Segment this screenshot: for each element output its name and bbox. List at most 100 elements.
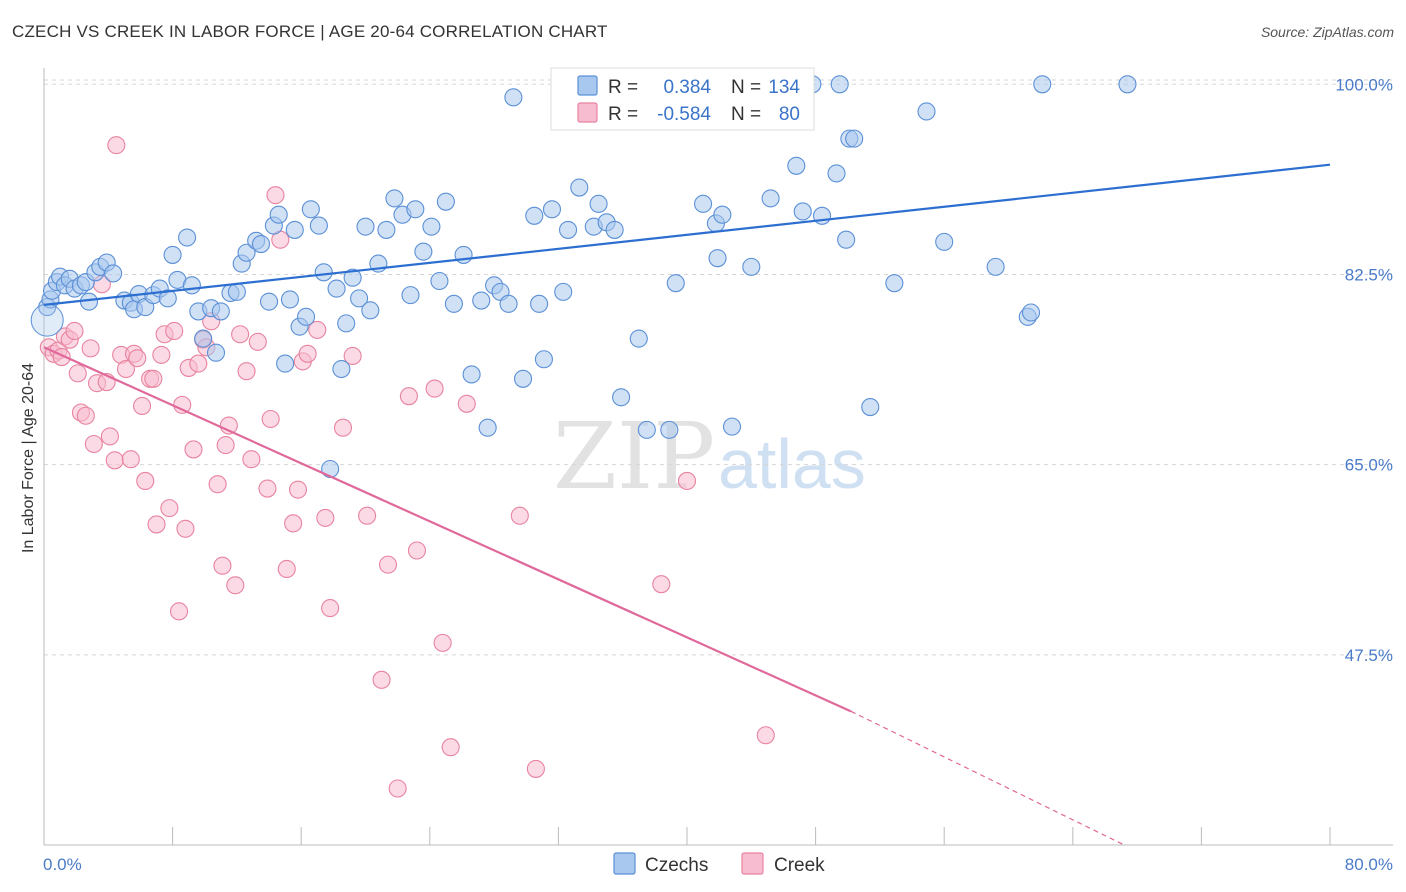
czechs-point — [612, 388, 631, 407]
czechs-point — [104, 264, 123, 283]
creek-point — [425, 379, 444, 398]
creek-point — [756, 726, 775, 745]
creek-point — [284, 514, 303, 533]
creek-point — [298, 344, 317, 363]
creek-point — [84, 434, 103, 454]
czechs-point — [444, 294, 463, 313]
czechs-point — [827, 164, 846, 183]
chart-title: CZECH VS CREEK IN LABOR FORCE | AGE 20-6… — [12, 22, 608, 41]
creek-point — [242, 450, 261, 469]
czechs-point — [436, 192, 455, 211]
czechs-point — [158, 289, 177, 308]
czech-points — [30, 75, 1137, 479]
czechs-point — [660, 420, 679, 439]
creek-point — [184, 440, 203, 459]
y-tick-labels: 47.5% 65.0% 82.5% 100.0% — [1335, 75, 1393, 665]
series-legend: Czechs Creek — [613, 852, 825, 876]
czechs-point — [361, 301, 380, 320]
czechs-point — [605, 220, 624, 239]
creek-point — [308, 320, 327, 339]
creek-point — [105, 451, 124, 470]
czechs-point — [462, 365, 481, 384]
creek-point — [358, 506, 377, 525]
legend-swatch-creek — [577, 102, 598, 123]
creek-point — [288, 480, 308, 499]
legend-r-value-czechs: 0.384 — [663, 77, 711, 98]
creek-point — [147, 515, 166, 534]
czechs-point — [422, 217, 441, 236]
czechs-point — [401, 286, 420, 305]
czechs-point — [793, 202, 812, 221]
czechs-point — [350, 289, 369, 308]
czechs-point — [472, 291, 491, 310]
creek-point — [266, 186, 285, 205]
creek-point — [65, 321, 84, 341]
czechs-point — [742, 257, 761, 276]
czechs-point — [629, 329, 648, 348]
creek-point — [343, 346, 362, 366]
czechs-point — [708, 249, 727, 268]
creek-point — [136, 471, 155, 491]
series-legend-swatch-creek — [741, 852, 764, 875]
creek-point — [133, 396, 152, 416]
czechs-point — [296, 307, 316, 326]
czechs-point — [182, 276, 201, 295]
creek-point — [378, 555, 398, 574]
czechs-point — [478, 418, 497, 437]
creek-point — [107, 136, 126, 155]
czechs-point — [327, 279, 346, 298]
creek-point — [176, 519, 195, 538]
czechs-point — [513, 369, 533, 388]
x-tick-label-max: 80.0% — [1345, 855, 1393, 874]
creek-point — [144, 369, 163, 388]
creek-point — [441, 738, 460, 757]
czechs-point — [525, 206, 544, 225]
czechs-point — [321, 459, 340, 479]
czechs-point — [845, 129, 864, 148]
czechs-point — [377, 220, 396, 239]
czechs-point — [666, 274, 685, 293]
creek-point — [226, 576, 245, 595]
czechs-point — [356, 217, 375, 236]
czechs-point — [276, 354, 295, 373]
czechs-point — [343, 268, 362, 287]
legend-n-value-czechs: 134 — [768, 77, 800, 98]
czechs-point — [430, 271, 449, 291]
y-tick-label: 100.0% — [1335, 75, 1393, 94]
creek-point — [652, 575, 671, 594]
czechs-point — [861, 398, 880, 417]
czechs-point — [163, 245, 182, 264]
creek-point — [407, 541, 426, 560]
y-tick-label: 82.5% — [1345, 265, 1393, 284]
creek-point — [248, 332, 267, 351]
czechs-point — [251, 234, 271, 254]
czechs-point — [504, 88, 523, 107]
creek-point — [76, 406, 95, 425]
czechs-point — [211, 302, 230, 321]
czechs-point — [787, 156, 806, 175]
y-axis-label: In Labor Force | Age 20-64 — [20, 363, 37, 553]
czechs-point — [259, 292, 279, 311]
source-credit: Source: ZipAtlas.com — [1260, 24, 1394, 40]
creek-point — [169, 602, 189, 621]
czechs-point — [314, 263, 333, 282]
creek-point — [237, 362, 256, 381]
czechs-point — [713, 205, 732, 224]
czechs-point — [542, 200, 562, 219]
legend-n-value-creek: 80 — [779, 104, 800, 125]
legend-swatch-czechs — [577, 75, 598, 96]
creek-points — [39, 136, 775, 798]
czechs-point — [385, 189, 404, 208]
watermark-zip: ZIP — [553, 403, 715, 510]
creek-point — [100, 427, 119, 446]
czechs-point — [1118, 75, 1137, 94]
czechs-point — [269, 205, 288, 224]
creek-point — [189, 354, 208, 373]
czechs-point — [885, 274, 904, 293]
creek-point — [68, 364, 87, 383]
czechs-point — [206, 343, 226, 362]
creek-point — [121, 450, 140, 469]
czechs-point — [309, 216, 328, 235]
czechs-point — [406, 200, 425, 219]
